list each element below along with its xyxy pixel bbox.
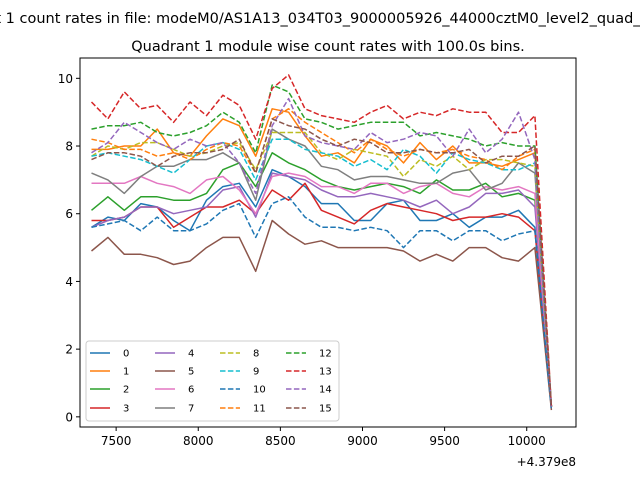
series-line-2 [91, 152, 553, 407]
series-line-15 [91, 118, 553, 407]
y-tick-label: 6 [65, 207, 73, 221]
x-axis: 7500 8000 8500 9000 9500 10000 [101, 427, 546, 448]
legend-label-13: 13 [319, 367, 332, 378]
x-tick-label: 8500 [265, 434, 296, 448]
legend-label-2: 2 [123, 385, 129, 396]
y-tick-label: 2 [65, 343, 73, 357]
series-line-6 [91, 172, 553, 407]
x-tick-label: 8000 [183, 434, 214, 448]
y-tick-label: 8 [65, 140, 73, 154]
chart-title: Quadrant 1 module wise count rates with … [131, 39, 525, 55]
series-line-1 [91, 108, 553, 407]
series-line-10 [91, 196, 553, 411]
legend-label-1: 1 [123, 367, 129, 378]
series-line-14 [91, 97, 553, 407]
figure-suptitle: Quadrant 1 count rates in file: modeM0/A… [0, 11, 640, 27]
series-line-4 [91, 172, 553, 407]
series-layer [90, 74, 553, 411]
legend-label-5: 5 [188, 367, 194, 378]
legend-label-9: 9 [253, 367, 259, 378]
legend-label-10: 10 [253, 385, 266, 396]
series-line-0 [91, 168, 553, 407]
series-line-9 [91, 138, 553, 407]
y-tick-label: 4 [65, 275, 73, 289]
legend-label-6: 6 [188, 385, 194, 396]
series-line-13 [90, 74, 553, 407]
x-tick-label: 9500 [429, 434, 460, 448]
y-axis: 0 2 4 6 8 10 [58, 72, 80, 424]
series-line-7 [91, 128, 553, 407]
series-line-5 [91, 219, 553, 411]
y-tick-label: 10 [58, 72, 73, 86]
x-offset-label: +4.379e8 [517, 455, 576, 469]
legend-label-3: 3 [123, 404, 129, 415]
series-line-3 [91, 182, 553, 407]
x-tick-label: 7500 [101, 434, 132, 448]
axes-frame [79, 57, 577, 428]
series-line-12 [91, 84, 553, 407]
legend-label-12: 12 [319, 349, 332, 360]
x-tick-label: 9000 [347, 434, 378, 448]
legend-frame [85, 340, 340, 422]
legend-label-4: 4 [188, 349, 194, 360]
legend-label-15: 15 [319, 404, 332, 415]
legend-label-7: 7 [188, 404, 194, 415]
legend-label-0: 0 [123, 349, 129, 360]
legend-label-14: 14 [319, 385, 332, 396]
series-line-11 [91, 108, 553, 407]
legend-label-8: 8 [253, 349, 259, 360]
y-tick-label: 0 [65, 410, 73, 424]
x-tick-label: 10000 [508, 434, 546, 448]
legend-label-11: 11 [253, 404, 266, 415]
